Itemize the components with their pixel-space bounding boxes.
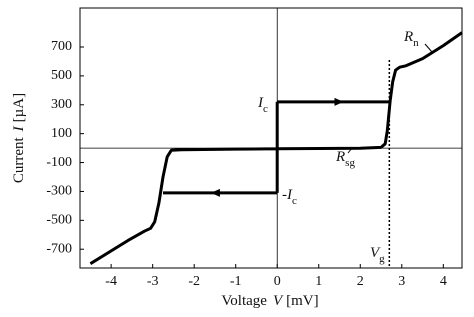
x-axis-label: Voltage V [mV]	[221, 293, 318, 309]
x-tick-label: 3	[398, 274, 405, 289]
leader	[424, 43, 433, 53]
arrow	[210, 188, 220, 197]
x-tick-label: -2	[188, 274, 200, 289]
y-tick-label: -500	[46, 213, 72, 228]
plot-frame	[79, 7, 463, 269]
annotation: Rn	[403, 29, 419, 48]
annotation: -Ic	[282, 187, 297, 206]
annotation-text: -I	[282, 187, 293, 203]
annotation-sub: c	[292, 195, 297, 207]
annotation: Vg	[370, 245, 385, 264]
x-tick-label: -3	[147, 274, 159, 289]
iv-curve	[89, 31, 463, 265]
y-tick-label: 100	[51, 126, 72, 141]
x-tick-label: -4	[105, 274, 117, 289]
x-tick-label: -1	[230, 274, 242, 289]
annotation-sub: n	[413, 37, 419, 49]
annotation-text: I	[257, 95, 264, 111]
annotation: Ic	[257, 95, 268, 114]
arrow	[334, 97, 344, 106]
y-tick-label: -100	[46, 155, 72, 170]
annotation-sub: g	[379, 253, 385, 265]
x-tick-label: 1	[315, 274, 322, 289]
y-tick-label: -700	[46, 241, 72, 256]
annotation: Rsg	[335, 149, 355, 168]
annotation-text: R	[335, 149, 345, 165]
annotation-sub: c	[263, 103, 268, 115]
annotation-text: R	[403, 29, 413, 45]
y-tick-label: 500	[51, 68, 72, 83]
x-tick-label: 4	[440, 274, 447, 289]
x-tick-label: 0	[274, 274, 281, 289]
y-tick-label: 700	[51, 39, 72, 54]
y-tick-label: -300	[46, 184, 72, 199]
y-axis-label: CurrentI[µA]	[11, 93, 27, 183]
leader	[347, 147, 353, 154]
y-tick-label: 300	[51, 97, 72, 112]
annotation-sub: sg	[345, 157, 355, 169]
x-tick-label: 2	[357, 274, 364, 289]
annotation-text: V	[370, 245, 381, 261]
